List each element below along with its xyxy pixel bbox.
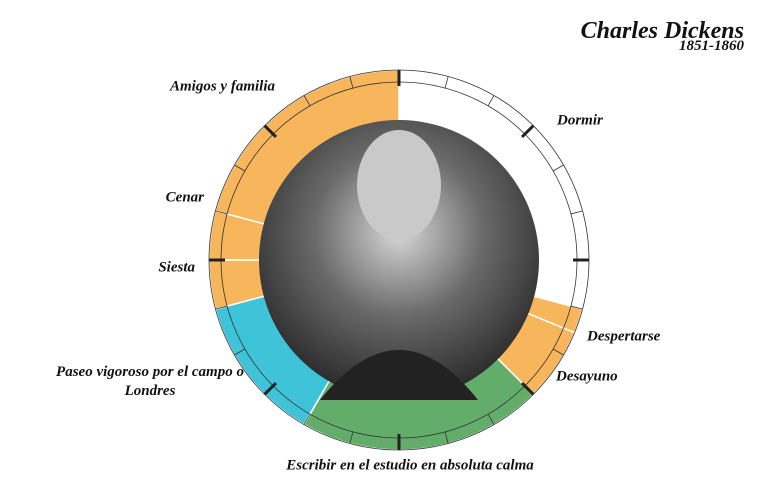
hour-tick [444, 76, 449, 89]
segment-label: Despertarse [587, 328, 661, 345]
hour-tick [552, 164, 564, 172]
hour-tick [552, 348, 564, 356]
major-tick [263, 381, 278, 396]
hour-tick [570, 305, 583, 310]
major-tick [263, 124, 278, 139]
hour-tick [303, 95, 311, 107]
hour-tick [234, 348, 246, 356]
hour-tick [444, 431, 449, 444]
hour-tick [234, 164, 246, 172]
hour-tick [215, 305, 228, 310]
chart-subtitle: 1851-1860 [679, 38, 744, 54]
hour-tick [349, 431, 354, 444]
hour-tick [303, 413, 311, 425]
portrait-face [357, 130, 441, 240]
segment-label: Desayuno [556, 368, 618, 385]
hour-tick [570, 210, 583, 215]
portrait [259, 120, 539, 400]
chart-title: Charles Dickens [580, 18, 744, 44]
major-tick [520, 381, 535, 396]
hour-tick [215, 210, 228, 215]
hour-tick [349, 76, 354, 89]
major-tick [520, 124, 535, 139]
segment-label: Siesta [158, 259, 195, 276]
hour-tick [487, 95, 495, 107]
segment-label: Amigos y familia [170, 78, 275, 95]
segment-label: Dormir [557, 112, 603, 129]
segment-label: Escribir en el estudio en absoluta calma [286, 457, 534, 474]
portrait-body [320, 350, 478, 400]
hour-tick [487, 413, 495, 425]
segment-label: Paseo vigoroso por el campo o Londres [56, 364, 244, 399]
segment-label: Cenar [165, 189, 204, 206]
